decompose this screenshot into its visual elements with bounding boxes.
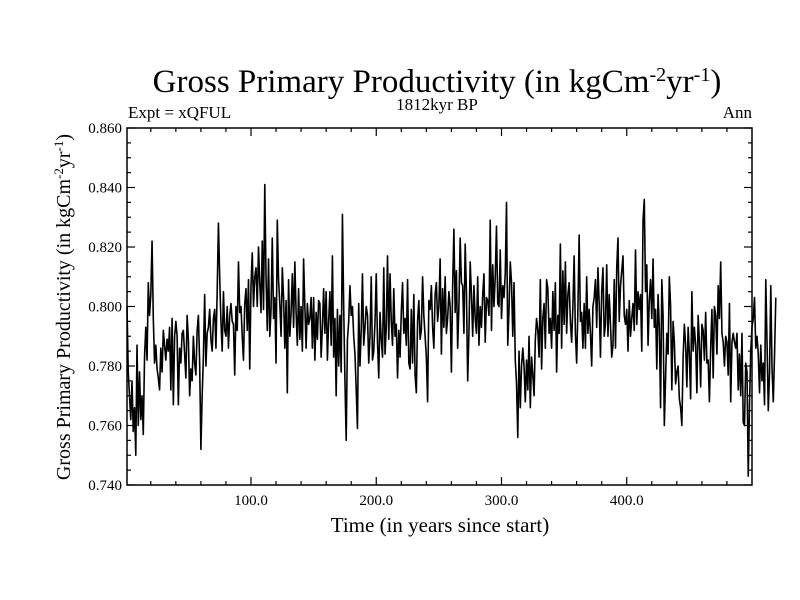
y-tick-label: 0.800 xyxy=(88,300,122,316)
x-tick-label: 300.0 xyxy=(485,493,519,509)
x-tick-label: 200.0 xyxy=(359,493,393,509)
chart-title: Gross Primary Productivity (in kgCm-2yr-… xyxy=(153,64,722,100)
x-tick-label: 100.0 xyxy=(234,493,268,509)
y-tick-label: 0.860 xyxy=(88,121,122,137)
y-tick-label: 0.780 xyxy=(88,359,122,375)
chart-subtitle: 1812kyr BP xyxy=(396,95,478,114)
axis-tick-labels: 100.0 200.0 300.0 400.0 0.740 0.760 0.780 0.800… xyxy=(88,121,643,509)
y-tick-label: 0.820 xyxy=(88,240,122,256)
x-axis-label: Time (in years since start) xyxy=(331,513,550,537)
y-tick-label: 0.840 xyxy=(88,181,122,197)
y-axis-label: Gross Primary Productivity (in kgCm-2yr-… xyxy=(51,134,76,480)
gpp-series-line xyxy=(126,183,777,477)
y-tick-label: 0.760 xyxy=(88,419,122,435)
expt-label: Expt = xQFUL xyxy=(128,103,231,122)
season-label: Ann xyxy=(723,103,753,122)
plot-frame xyxy=(126,127,753,486)
y-tick-label: 0.740 xyxy=(88,478,122,494)
x-tick-label: 400.0 xyxy=(610,493,644,509)
